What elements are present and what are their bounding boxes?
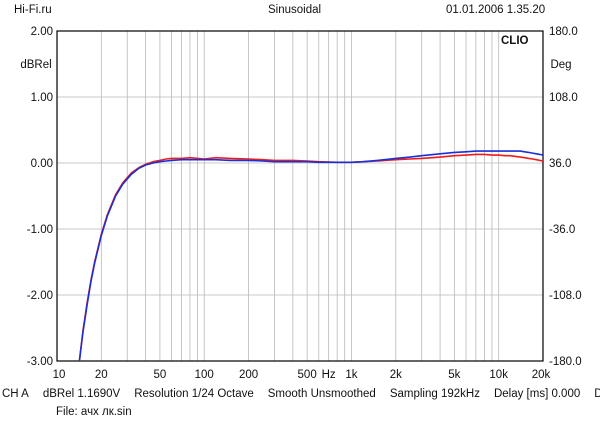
clio-logo: CLIO [501,35,529,47]
footer-setting-item: Resolution 1/24 Octave [134,388,254,400]
y-tick-label-left: 0.00 [31,158,53,170]
footer-setting-item: CH A [2,388,29,400]
x-tick-label: 500 [298,369,317,381]
x-axis-label: Hz [322,369,336,381]
footer-setting-item: dBRel 1.1690V [42,388,121,400]
y-axis-label-left: dBRel [20,59,51,71]
x-tick-label: 10k [489,369,508,381]
series-group [78,150,544,362]
footer-setting-item: Dist R [594,388,600,400]
x-tick-label: 200 [239,369,258,381]
y-tick-label-right: 180.0 [549,26,578,38]
y-tick-label-right: 36.0 [549,158,571,170]
y-axis-label-right: Deg [550,59,571,71]
x-tick-label: 100 [195,369,214,381]
y-tick-label-right: -108.0 [549,290,582,302]
y-tick-label-left: 1.00 [31,92,53,104]
x-tick-label: 2k [390,369,402,381]
chart-grid [57,31,543,361]
y-tick-label-left: 2.00 [31,26,53,38]
header-left: Hi-Fi.ru [14,4,52,16]
footer-setting-item: Delay [ms] 0.000 [493,388,581,400]
y-tick-label-left: -2.00 [27,290,53,302]
series-line-red [78,153,544,362]
y-tick-label-right: 108.0 [549,92,578,104]
x-tick-label: 20 [95,369,108,381]
x-tick-label: 50 [154,369,167,381]
x-tick-label: 1k [345,369,357,381]
tick-labels: 2.00 1.00 0.00 -1.00 -2.00 -3.00 180.0 108.0 36.… [27,26,582,381]
y-tick-label-right: -180.0 [549,356,582,368]
x-tick-label: 10 [53,369,66,381]
plot-frame [56,30,544,362]
x-tick-label: 5k [448,369,460,381]
y-tick-label-left: -3.00 [27,356,53,368]
y-tick-label-left: -1.00 [27,224,53,236]
footer-setting-item: Smooth Unsmoothed [267,388,376,400]
header-timestamp: 01.01.2006 1.35.20 [446,4,546,16]
header-title: Sinusoidal [268,4,322,16]
footer-settings: CH A dBRel 1.1690V Resolution 1/24 Octave S… [2,388,600,400]
y-tick-label-right: -36.0 [549,224,575,236]
x-tick-label: 20k [532,369,551,381]
footer-setting-item: Sampling 192kHz [389,388,480,400]
series-line-blue [78,150,544,362]
footer-file: File: ачх лк.sin [56,406,132,418]
